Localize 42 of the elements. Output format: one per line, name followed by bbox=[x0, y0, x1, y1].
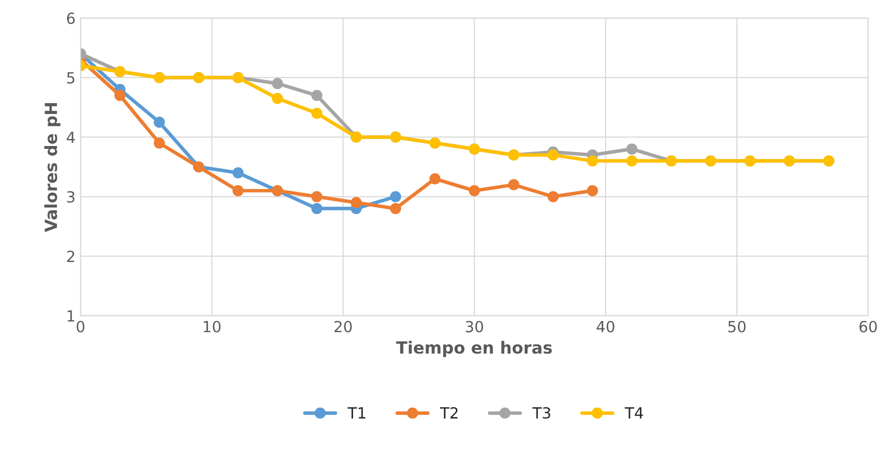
point bbox=[272, 78, 284, 90]
x-tick-label: 10 bbox=[204, 320, 221, 332]
point bbox=[586, 185, 598, 196]
x-tick-label: 30 bbox=[466, 320, 484, 332]
point bbox=[311, 108, 322, 119]
point bbox=[114, 90, 126, 101]
point bbox=[626, 143, 638, 155]
y-tick-label: 5 bbox=[67, 72, 74, 84]
legend-label: T1 bbox=[348, 407, 366, 418]
point bbox=[311, 90, 322, 101]
x-axis-title: Tiempo en horas bbox=[396, 340, 552, 358]
x-tick-label: 20 bbox=[334, 320, 352, 332]
point bbox=[232, 185, 244, 196]
point bbox=[232, 167, 244, 178]
y-tick-label: 4 bbox=[66, 132, 75, 143]
y-axis-title: Valores de pH bbox=[44, 103, 60, 232]
point bbox=[626, 155, 638, 166]
legend-label: T4 bbox=[624, 407, 643, 418]
legend-label: T2 bbox=[440, 407, 458, 418]
y-tick-label: 2 bbox=[67, 250, 74, 262]
point bbox=[390, 191, 402, 202]
point bbox=[311, 191, 322, 202]
x-tick-label: 0 bbox=[76, 320, 84, 332]
y-tick-label: 6 bbox=[67, 12, 75, 24]
point bbox=[154, 116, 165, 128]
x-tick-label: 50 bbox=[728, 320, 746, 332]
y-tick-label: 1 bbox=[68, 310, 74, 322]
point bbox=[272, 92, 284, 104]
point bbox=[586, 155, 598, 166]
point bbox=[468, 185, 480, 196]
point bbox=[390, 202, 402, 214]
point bbox=[548, 149, 559, 161]
point bbox=[154, 138, 165, 149]
x-tick-label: 40 bbox=[596, 320, 614, 332]
legend-label: T3 bbox=[532, 407, 550, 419]
point bbox=[350, 197, 362, 208]
x-tick-label: 60 bbox=[859, 320, 877, 332]
point bbox=[548, 191, 559, 202]
y-tick-label: 3 bbox=[67, 191, 74, 203]
point bbox=[508, 179, 520, 190]
point bbox=[311, 202, 322, 214]
point bbox=[429, 173, 441, 184]
